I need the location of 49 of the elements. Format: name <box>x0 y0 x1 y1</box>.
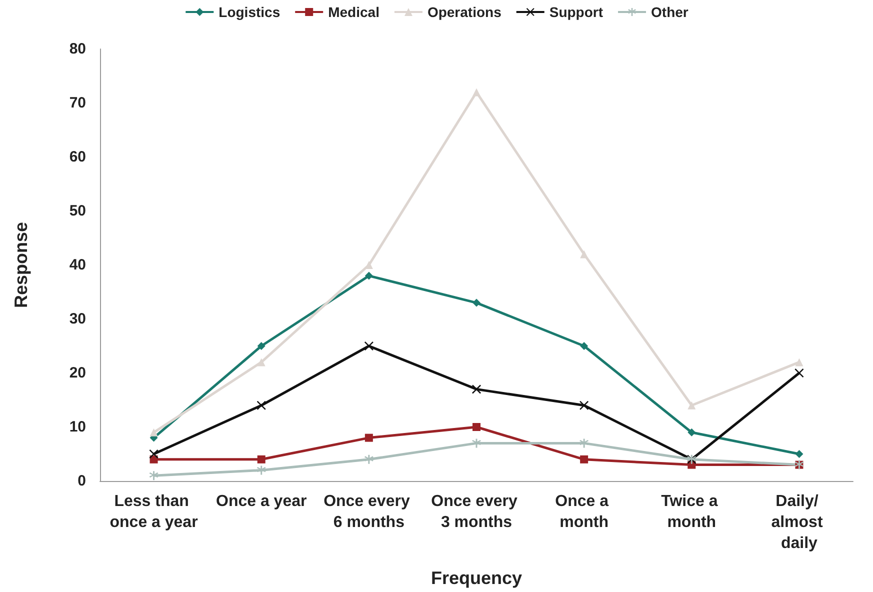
legend-label: Other <box>651 4 689 20</box>
point <box>256 400 266 410</box>
point <box>364 434 373 442</box>
y-tick-label: 60 <box>69 148 86 166</box>
point <box>472 438 481 448</box>
legend-label: Logistics <box>218 4 280 20</box>
point <box>794 368 804 378</box>
point <box>472 423 480 431</box>
point <box>580 250 588 258</box>
y-tick-label: 40 <box>69 256 86 274</box>
legend-label: Operations <box>427 4 502 20</box>
x-tick-label: Once every 6 months <box>324 493 414 531</box>
point <box>580 438 589 448</box>
x-tick-label: Once a year <box>216 493 307 510</box>
x-tick-label: Less than once a year <box>110 493 198 531</box>
y-tick-label: 30 <box>69 310 86 328</box>
point <box>688 401 696 410</box>
point <box>472 298 480 307</box>
y-tick-label: 10 <box>69 418 86 436</box>
y-tick-label: 20 <box>69 364 86 382</box>
point <box>580 400 589 410</box>
point <box>364 454 374 464</box>
point <box>256 466 266 475</box>
y-tick-label: 50 <box>69 202 86 220</box>
point <box>795 358 804 366</box>
point <box>472 88 480 96</box>
point <box>688 428 696 436</box>
point <box>149 450 158 458</box>
point <box>364 272 373 280</box>
point <box>257 342 266 350</box>
x-tick-label: Twice a month <box>661 493 722 531</box>
point <box>257 358 266 366</box>
x-axis-title: Frequency <box>430 568 522 588</box>
x-tick-label: Daily/ almost daily <box>771 493 828 552</box>
y-tick-label: 80 <box>69 40 86 58</box>
y-axis-title: Response <box>11 222 31 308</box>
point <box>580 342 588 350</box>
point <box>472 384 481 394</box>
legend-label: Support <box>549 4 604 20</box>
y-tick-label: 70 <box>69 94 86 112</box>
x-tick-label: Once a month <box>555 493 613 531</box>
point <box>257 455 266 464</box>
point <box>580 455 588 464</box>
point <box>150 428 158 436</box>
legend-label: Medical <box>328 4 380 20</box>
y-tick-label: 0 <box>78 472 86 490</box>
point <box>795 450 804 458</box>
x-tick-label: Once every 3 months <box>431 493 522 531</box>
point <box>149 471 158 480</box>
